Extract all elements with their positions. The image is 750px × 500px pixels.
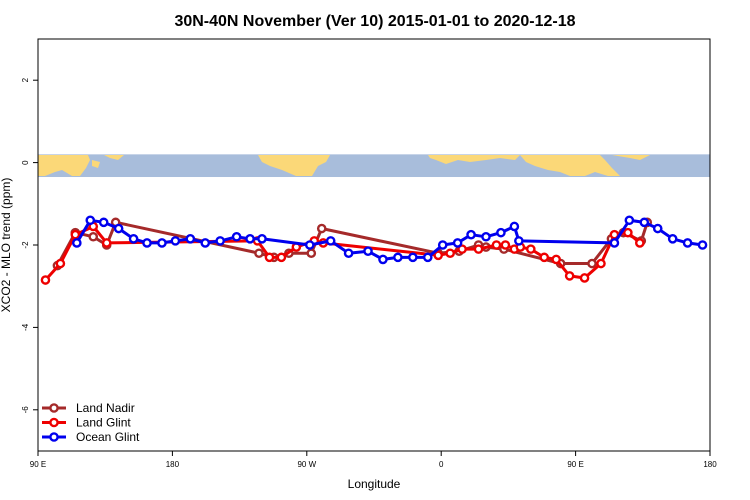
data-point xyxy=(408,252,418,263)
data-point xyxy=(445,248,455,259)
data-point xyxy=(101,238,112,248)
x-tick-label: 90 W xyxy=(297,460,316,469)
x-axis: 90 E 180 90 W 0 90 E 180 xyxy=(30,451,717,469)
y-tick-label: 0 xyxy=(21,160,30,165)
data-point xyxy=(509,221,520,232)
data-point xyxy=(215,236,225,246)
y-tick-label: 2 xyxy=(21,77,30,82)
data-point xyxy=(170,236,181,246)
data-point xyxy=(635,238,645,248)
chart-title: 30N-40N November (Ver 10) 2015-01-01 to … xyxy=(174,13,575,30)
data-point xyxy=(624,215,635,226)
data-point xyxy=(491,240,502,250)
data-point xyxy=(564,271,575,281)
data-point xyxy=(422,252,433,263)
data-point xyxy=(551,254,561,265)
map-land xyxy=(38,155,90,176)
map-land xyxy=(428,155,520,164)
x-tick-label: 180 xyxy=(703,460,717,469)
x-tick-label: 90 E xyxy=(567,460,583,469)
data-point xyxy=(40,275,51,285)
data-point xyxy=(697,240,708,250)
data-point xyxy=(433,250,444,261)
data-point xyxy=(579,273,590,283)
legend-marker xyxy=(49,403,59,413)
map-land xyxy=(104,155,124,160)
series-layer xyxy=(40,215,708,285)
data-point xyxy=(481,231,491,242)
data-point xyxy=(452,238,463,248)
data-point xyxy=(526,244,536,254)
data-point xyxy=(496,227,506,238)
data-point xyxy=(85,215,96,226)
data-point xyxy=(257,234,267,244)
data-point xyxy=(128,234,139,244)
data-point xyxy=(72,238,82,248)
data-point xyxy=(500,240,511,250)
map-land xyxy=(612,155,650,160)
data-point xyxy=(55,258,66,269)
legend-label: Land Nadir xyxy=(76,401,135,415)
x-axis-label: Longitude xyxy=(348,477,401,491)
data-point xyxy=(539,252,550,263)
y-tick-label: -6 xyxy=(21,406,30,414)
world-map-band xyxy=(38,154,710,178)
data-point xyxy=(254,248,264,259)
legend-marker xyxy=(49,432,59,442)
data-point xyxy=(639,217,650,228)
data-point xyxy=(682,238,693,248)
legend-label: Ocean Glint xyxy=(76,430,140,444)
data-point xyxy=(652,223,663,234)
legend-marker xyxy=(49,417,59,428)
data-point xyxy=(325,236,336,246)
x-tick-label: 180 xyxy=(166,460,180,469)
data-point xyxy=(457,244,467,254)
data-point xyxy=(185,234,196,244)
data-point xyxy=(276,252,287,263)
series-ocean-glint xyxy=(72,215,708,265)
data-point xyxy=(306,248,317,259)
data-point xyxy=(70,229,81,240)
data-point xyxy=(587,258,597,269)
legend-label: Land Glint xyxy=(76,416,131,430)
data-point xyxy=(88,231,99,242)
data-point xyxy=(113,223,124,234)
data-point xyxy=(473,244,484,254)
x-tick-label: 0 xyxy=(439,460,444,469)
data-point xyxy=(245,234,255,244)
data-point xyxy=(623,227,633,238)
map-land xyxy=(520,155,620,176)
x-tick-label: 90 E xyxy=(30,460,46,469)
data-point xyxy=(393,252,403,263)
data-point xyxy=(343,248,354,259)
series-line xyxy=(44,225,641,282)
data-point xyxy=(466,229,476,240)
map-land xyxy=(92,160,100,168)
data-point xyxy=(609,238,620,248)
data-point xyxy=(514,236,524,246)
data-point xyxy=(378,254,388,265)
y-tick-label: -4 xyxy=(21,323,30,331)
map-land xyxy=(258,155,330,176)
data-point xyxy=(264,252,275,263)
data-point xyxy=(157,238,167,248)
y-axis: 2 0 -2 -4 -6 xyxy=(21,77,38,413)
data-point xyxy=(200,238,211,248)
data-point xyxy=(596,258,606,269)
data-point xyxy=(667,234,678,244)
y-tick-label: -2 xyxy=(21,241,30,249)
data-point xyxy=(363,246,373,256)
data-point xyxy=(231,231,242,242)
y-axis-label: XCO2 - MLO trend (ppm) xyxy=(0,178,13,313)
data-point xyxy=(142,238,152,248)
data-point xyxy=(316,223,327,234)
data-point xyxy=(437,240,448,250)
data-point xyxy=(98,217,109,228)
data-point xyxy=(304,240,315,250)
